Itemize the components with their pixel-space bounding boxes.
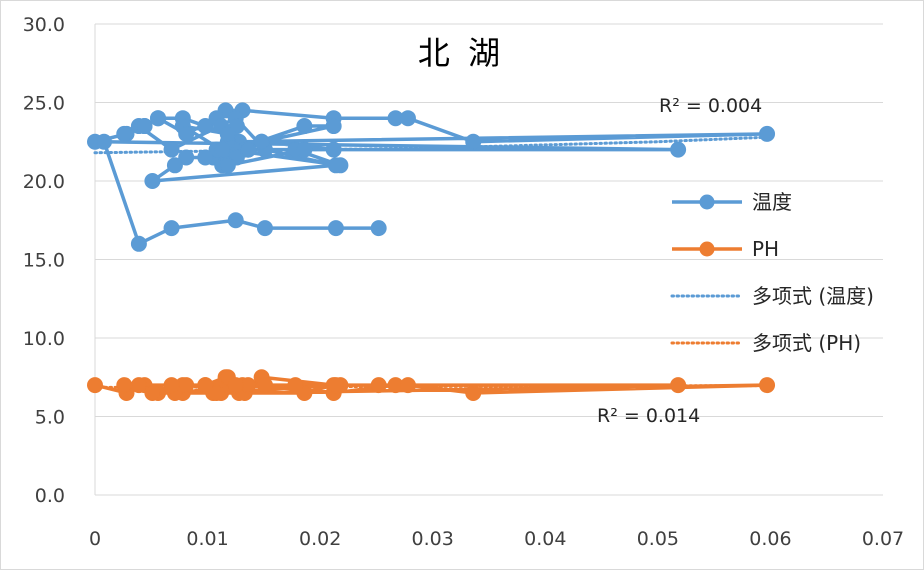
y-tick-label: 10.0 — [23, 328, 65, 350]
series-line-temperature — [94, 108, 769, 246]
x-tick-label: 0.02 — [299, 528, 341, 550]
legend-item: PH — [672, 237, 779, 261]
data-point-ph — [116, 377, 133, 394]
data-point-temperature — [130, 235, 147, 252]
data-point-temperature — [219, 157, 236, 174]
data-point-ph — [197, 377, 214, 394]
data-point-ph — [370, 377, 387, 394]
y-axis-ticks: 0.0 5.0 10.0 15.0 20.0 25.0 30.0 — [23, 14, 65, 507]
data-point-temperature — [296, 118, 313, 135]
data-point-temperature — [178, 125, 195, 142]
data-point-ph — [227, 377, 244, 394]
data-point-ph — [130, 377, 147, 394]
data-point-temperature — [166, 157, 183, 174]
x-tick-label: 0 — [89, 528, 101, 550]
data-point-temperature — [219, 125, 236, 142]
legend-label: 多项式 (PH) — [752, 331, 861, 355]
legend-item: 多项式 (温度) — [670, 284, 874, 308]
data-point-temperature — [759, 125, 776, 142]
data-point-ph — [87, 377, 103, 394]
data-point-ph — [256, 377, 273, 394]
legend-label: PH — [752, 237, 779, 261]
data-point-temperature — [163, 220, 180, 237]
data-point-temperature — [178, 149, 195, 166]
series-temperature — [87, 102, 776, 252]
y-tick-label: 30.0 — [23, 14, 65, 36]
data-point-ph — [327, 377, 344, 394]
legend-label: 多项式 (温度) — [752, 284, 874, 308]
axes — [94, 24, 883, 496]
legend-item: 温度 — [672, 190, 792, 214]
legend-swatch-marker — [699, 194, 715, 210]
legend-item: 多项式 (PH) — [670, 331, 861, 355]
data-point-ph — [287, 377, 304, 394]
data-point-temperature — [325, 118, 342, 135]
data-point-temperature — [163, 141, 180, 158]
data-series — [87, 102, 776, 401]
legend-label: 温度 — [752, 190, 792, 214]
x-tick-label: 0.05 — [637, 528, 679, 550]
data-point-temperature — [325, 141, 342, 158]
y-tick-label: 5.0 — [35, 407, 65, 429]
x-tick-label: 0.06 — [749, 528, 791, 550]
data-point-ph — [399, 377, 416, 394]
data-point-temperature — [296, 141, 313, 158]
x-axis-ticks: 0 0.01 0.02 0.03 0.04 0.05 0.06 0.07 — [89, 528, 904, 550]
data-point-temperature — [150, 110, 167, 127]
x-tick-label: 0.01 — [186, 528, 228, 550]
data-point-temperature — [136, 118, 153, 135]
y-tick-label: 25.0 — [23, 93, 65, 115]
r-squared-ph: R² = 0.014 — [597, 405, 700, 427]
series-ph — [87, 369, 776, 401]
r-squared-temperature: R² = 0.004 — [659, 95, 762, 117]
y-tick-label: 15.0 — [23, 250, 65, 272]
x-tick-label: 0.04 — [524, 528, 566, 550]
chart-title: 北 湖 — [418, 34, 504, 72]
data-point-temperature — [465, 133, 482, 150]
data-point-ph — [759, 377, 776, 394]
y-tick-label: 0.0 — [35, 485, 65, 507]
series-line-ph — [94, 375, 769, 395]
data-point-temperature — [116, 125, 133, 142]
data-point-temperature — [240, 141, 257, 158]
data-point-temperature — [96, 133, 113, 150]
data-point-temperature — [197, 149, 214, 166]
data-point-temperature — [327, 220, 344, 237]
data-point-ph — [208, 384, 225, 401]
data-point-ph — [670, 377, 687, 394]
data-point-temperature — [399, 110, 416, 127]
trendlines — [93, 135, 772, 389]
data-point-temperature — [253, 133, 270, 150]
data-point-temperature — [144, 173, 161, 189]
data-point-temperature — [214, 141, 231, 158]
legend-swatch-marker — [699, 241, 715, 257]
data-point-temperature — [197, 118, 214, 135]
data-point-ph — [144, 384, 161, 401]
data-point-ph — [163, 377, 180, 394]
data-point-temperature — [370, 220, 387, 237]
x-tick-label: 0.07 — [862, 528, 904, 550]
data-point-temperature — [256, 220, 273, 237]
data-point-temperature — [670, 141, 687, 158]
x-tick-label: 0.03 — [412, 528, 454, 550]
grid-lines — [95, 23, 883, 417]
data-point-ph — [465, 384, 482, 401]
data-point-temperature — [227, 212, 244, 229]
y-tick-label: 20.0 — [23, 171, 65, 193]
legend: 温度 PH 多项式 (温度) 多项式 (PH) — [670, 190, 874, 355]
data-point-temperature — [327, 157, 344, 174]
